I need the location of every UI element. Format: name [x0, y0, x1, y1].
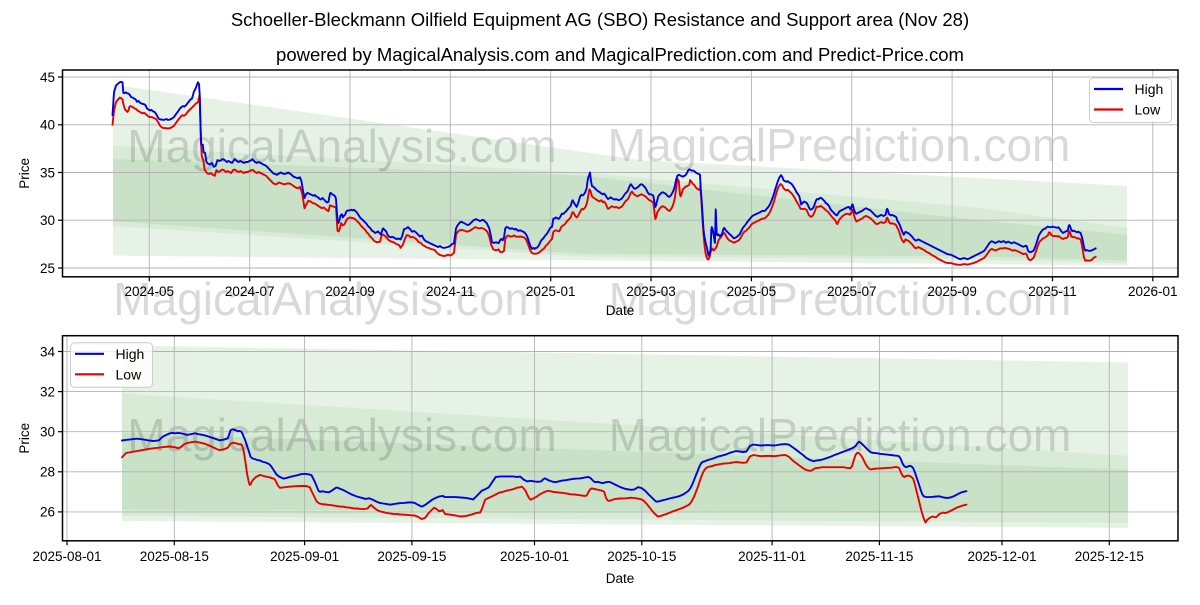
- svg-text:High: High: [1135, 81, 1164, 97]
- svg-text:2025-05: 2025-05: [727, 284, 777, 299]
- svg-text:powered by MagicalAnalysis.com: powered by MagicalAnalysis.com and Magic…: [276, 44, 964, 65]
- svg-text:34: 34: [40, 344, 56, 359]
- svg-text:2025-09-15: 2025-09-15: [377, 549, 446, 564]
- svg-text:2025-10-15: 2025-10-15: [607, 549, 676, 564]
- svg-text:2025-10-01: 2025-10-01: [500, 549, 569, 564]
- svg-text:40: 40: [40, 118, 55, 133]
- svg-text:30: 30: [40, 213, 55, 228]
- svg-text:2025-11-15: 2025-11-15: [845, 549, 913, 564]
- svg-text:2025-01: 2025-01: [526, 284, 576, 299]
- svg-text:2024-09: 2024-09: [325, 284, 375, 299]
- svg-text:2025-03: 2025-03: [626, 284, 676, 299]
- svg-text:MagicalPrediction.com: MagicalPrediction.com: [609, 273, 1072, 325]
- svg-text:2025-09-01: 2025-09-01: [270, 549, 339, 564]
- svg-text:Price: Price: [17, 158, 32, 189]
- svg-text:26: 26: [40, 505, 55, 520]
- svg-text:Low: Low: [1135, 102, 1162, 118]
- svg-text:35: 35: [40, 165, 55, 180]
- svg-text:28: 28: [40, 465, 55, 480]
- svg-text:MagicalAnalysis.com: MagicalAnalysis.com: [127, 409, 556, 461]
- svg-text:2025-12-15: 2025-12-15: [1075, 549, 1144, 564]
- svg-text:2025-11-01: 2025-11-01: [738, 549, 806, 564]
- svg-text:Price: Price: [17, 423, 32, 454]
- svg-text:MagicalAnalysis.com: MagicalAnalysis.com: [113, 273, 542, 325]
- svg-text:2025-07: 2025-07: [827, 284, 877, 299]
- svg-text:2024-11: 2024-11: [426, 284, 475, 299]
- svg-text:45: 45: [40, 70, 55, 85]
- svg-text:Schoeller-Bleckmann Oilfield E: Schoeller-Bleckmann Oilfield Equipment A…: [231, 9, 969, 30]
- svg-text:High: High: [116, 346, 145, 362]
- svg-text:Date: Date: [606, 303, 635, 318]
- svg-text:2025-12-01: 2025-12-01: [967, 549, 1036, 564]
- svg-text:Low: Low: [116, 366, 143, 382]
- svg-text:2025-08-15: 2025-08-15: [140, 549, 209, 564]
- svg-text:MagicalAnalysis.com: MagicalAnalysis.com: [127, 120, 556, 172]
- svg-text:Date: Date: [606, 571, 635, 586]
- svg-text:2024-05: 2024-05: [125, 284, 175, 299]
- svg-text:2025-08-01: 2025-08-01: [32, 549, 101, 564]
- svg-text:2026-01: 2026-01: [1128, 284, 1178, 299]
- svg-text:25: 25: [40, 261, 55, 276]
- svg-text:MagicalPrediction.com: MagicalPrediction.com: [608, 119, 1071, 171]
- svg-text:32: 32: [40, 384, 55, 399]
- svg-text:2024-07: 2024-07: [225, 284, 275, 299]
- svg-text:30: 30: [40, 425, 55, 440]
- svg-text:2025-09: 2025-09: [927, 284, 977, 299]
- svg-text:2025-11: 2025-11: [1028, 284, 1077, 299]
